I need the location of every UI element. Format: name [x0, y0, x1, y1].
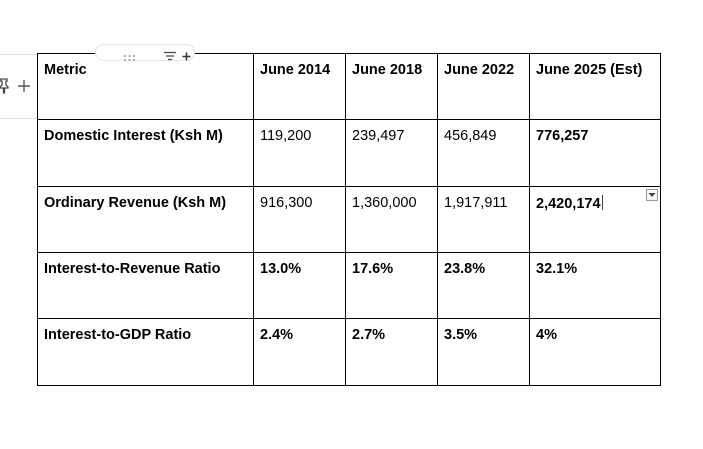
- table-cell[interactable]: 4%: [529, 318, 661, 386]
- row-label-cell[interactable]: Ordinary Revenue (Ksh M): [37, 186, 254, 253]
- filter-icon[interactable]: [164, 48, 176, 61]
- header-cell-june-2018[interactable]: June 2018: [345, 53, 438, 120]
- row-gutter: [0, 54, 37, 119]
- table-cell[interactable]: 3.5%: [437, 318, 530, 386]
- data-table: Metric June 2014 June 2018 June 2022 Jun…: [37, 53, 661, 386]
- table-cell[interactable]: 17.6%: [345, 252, 438, 319]
- table-cell[interactable]: 916,300: [253, 186, 346, 253]
- text-cursor: [601, 195, 603, 210]
- row-label-cell[interactable]: Domestic Interest (Ksh M): [37, 119, 254, 187]
- cell-menu-dropdown[interactable]: [646, 189, 658, 201]
- table-cell[interactable]: 119,200: [253, 119, 346, 187]
- header-cell-june-2022[interactable]: June 2022: [437, 53, 530, 120]
- table-cell[interactable]: 2.4%: [253, 318, 346, 386]
- table-header-row: Metric June 2014 June 2018 June 2022 Jun…: [37, 53, 661, 120]
- add-column-icon[interactable]: [182, 48, 191, 61]
- drag-handle-icon[interactable]: [123, 49, 136, 62]
- header-cell-metric[interactable]: Metric: [37, 53, 254, 120]
- active-cell-text[interactable]: 2,420,174: [536, 196, 601, 212]
- table-row: Interest-to-GDP Ratio 2.4% 2.7% 3.5% 4%: [37, 318, 661, 386]
- header-cell-june-2014[interactable]: June 2014: [253, 53, 346, 120]
- table-cell[interactable]: 776,257: [529, 119, 661, 187]
- table-cell[interactable]: 13.0%: [253, 252, 346, 319]
- add-row-icon[interactable]: [17, 79, 31, 93]
- table-row: Ordinary Revenue (Ksh M) 916,300 1,360,0…: [37, 186, 661, 253]
- table-row: Domestic Interest (Ksh M) 119,200 239,49…: [37, 119, 661, 187]
- table-cell[interactable]: 32.1%: [529, 252, 661, 319]
- dropdown-icon: [648, 193, 656, 197]
- table-cell[interactable]: 239,497: [345, 119, 438, 187]
- header-cell-june-2025-est[interactable]: June 2025 (Est): [529, 53, 661, 120]
- row-label-cell[interactable]: Interest-to-GDP Ratio: [37, 318, 254, 386]
- row-label-cell[interactable]: Interest-to-Revenue Ratio: [37, 252, 254, 319]
- table-cell[interactable]: 1,360,000: [345, 186, 438, 253]
- pin-icon[interactable]: [0, 78, 10, 94]
- table-cell[interactable]: 456,849: [437, 119, 530, 187]
- active-table-cell[interactable]: 2,420,174: [529, 186, 661, 253]
- table-cell[interactable]: 2.7%: [345, 318, 438, 386]
- table-row: Interest-to-Revenue Ratio 13.0% 17.6% 23…: [37, 252, 661, 319]
- column-toolbar: [95, 44, 195, 62]
- table-cell[interactable]: 1,917,911: [437, 186, 530, 253]
- table-cell[interactable]: 23.8%: [437, 252, 530, 319]
